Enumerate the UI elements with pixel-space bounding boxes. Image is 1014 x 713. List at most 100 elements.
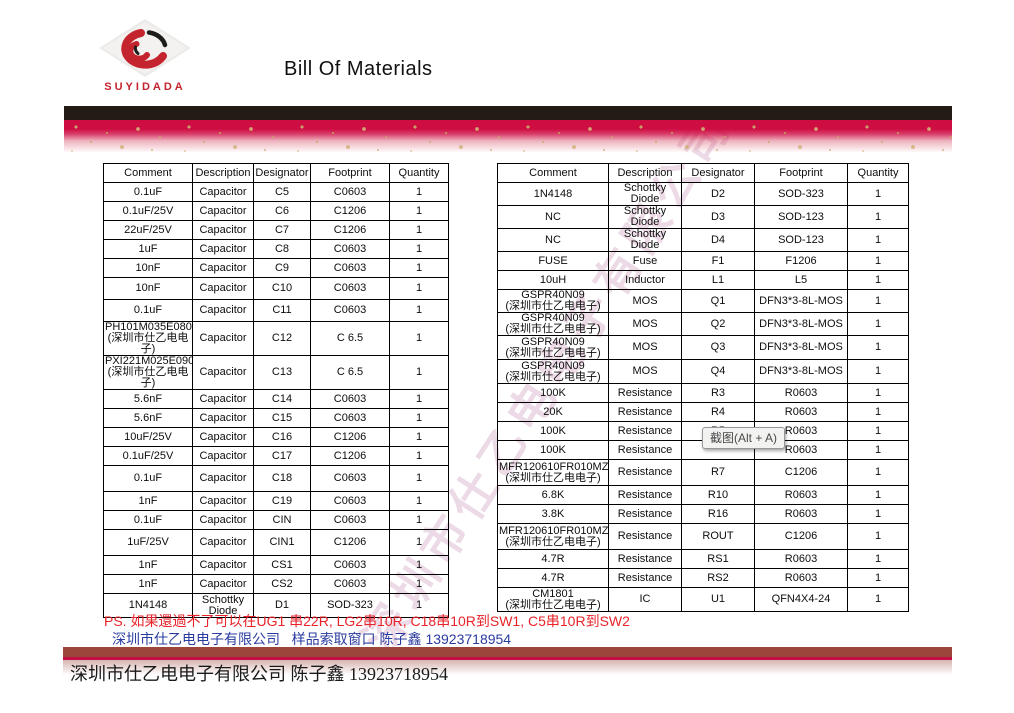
cell-designator: CS1 [253,555,311,575]
cell-designator: D3 [681,205,755,229]
cell-description: Capacitor [192,239,254,259]
table-row: 1nF Capacitor CS1 C0603 1 [103,555,449,575]
band-brown-bar [63,647,952,657]
column-header: Comment [497,163,609,183]
cell-description: MOS [608,335,682,360]
cell-comment: NC [497,205,609,229]
table-row: 10uH Inductor L1 L5 1 [497,270,909,290]
cell-footprint: R0603 [754,383,848,403]
cell-qty: 1 [389,510,449,530]
cell-qty: 1 [847,568,909,588]
cell-footprint: C0603 [310,574,390,594]
cell-footprint: C0603 [310,408,390,428]
cell-description: Capacitor [192,389,254,409]
cell-qty: 1 [847,270,909,290]
cell-comment: PXI221M025E090P (深圳市仕乙电电子) [103,355,193,390]
table-row: 4.7R Resistance RS1 R0603 1 [497,549,909,569]
cell-designator: R3 [681,383,755,403]
cell-footprint: C0603 [310,510,390,530]
cell-comment: 1N4148 [497,182,609,206]
cell-description: MOS [608,289,682,313]
cell-qty: 1 [847,459,909,486]
column-header: Quantity [847,163,909,183]
table-row: FUSE Fuse F1 F1206 1 [497,251,909,271]
table-row: 22uF/25V Capacitor C7 C1206 1 [103,220,449,240]
cell-footprint: C1206 [310,446,390,466]
table-row: PH101M035E080P (深圳市仕乙电电子) Capacitor C12 C 6… [103,321,449,356]
cell-description: Resistance [608,459,682,486]
band-fade [63,660,952,675]
cell-qty: 1 [847,359,909,384]
bottom-decorative-band [63,647,952,675]
cell-designator: C7 [253,220,311,240]
cell-qty: 1 [847,182,909,206]
cell-description: Schottky Diode [608,205,682,229]
column-header: Quantity [389,163,449,183]
cell-description: Capacitor [192,491,254,511]
column-header: Comment [103,163,193,183]
cell-comment: 3.8K [497,504,609,524]
cell-qty: 1 [847,289,909,313]
cell-description: Capacitor [192,408,254,428]
cell-description: Resistance [608,523,682,550]
cell-designator: Q3 [681,335,755,360]
band-crimson-line [63,657,952,660]
table-row: 0.1uF/25V Capacitor C17 C1206 1 [103,446,449,466]
table-row: GSPR40N09 (深圳市仕乙电电子) MOS Q1 DFN3*3-8L-MOS 1 [497,289,909,313]
table-row: 100K Resistance R3 R0603 1 [497,383,909,403]
table-row: 1uF/25V Capacitor CIN1 C1206 1 [103,529,449,556]
cell-footprint: R0603 [754,485,848,505]
cell-qty: 1 [847,549,909,569]
cell-qty: 1 [389,182,449,202]
cell-comment: CM1801 (深圳市仕乙电电子) [497,587,609,612]
cell-description: Capacitor [192,277,254,300]
table-row: 0.1uF/25V Capacitor C6 C1206 1 [103,201,449,221]
cell-comment: GSPR40N09 (深圳市仕乙电电子) [497,289,609,313]
cell-description: Capacitor [192,258,254,278]
left-bom-table: Comment Description Designator Footprint Qua… [103,163,449,618]
band-red-speckle-bar [64,120,952,156]
cell-designator: C17 [253,446,311,466]
cell-footprint: C0603 [310,277,390,300]
table-row: GSPR40N09 (深圳市仕乙电电子) MOS Q2 DFN3*3-8L-MOS 1 [497,312,909,336]
cell-qty: 1 [847,335,909,360]
cell-comment: 1N4148 [103,593,193,618]
cell-designator: C15 [253,408,311,428]
table-row: NC Schottky Diode D4 SOD-123 1 [497,228,909,252]
table-row: 10nF Capacitor C9 C0603 1 [103,258,449,278]
cell-qty: 1 [389,555,449,575]
cell-designator: F1 [681,251,755,271]
table-row: 10uF/25V Capacitor C16 C1206 1 [103,427,449,447]
cell-designator: RS1 [681,549,755,569]
cell-description: Resistance [608,440,682,460]
cell-comment: PH101M035E080P (深圳市仕乙电电子) [103,321,193,356]
cell-designator: C18 [253,465,311,492]
cell-qty: 1 [389,446,449,466]
cell-footprint: C0603 [310,239,390,259]
cell-footprint: C1206 [310,427,390,447]
cell-description: Resistance [608,568,682,588]
cell-description: Capacitor [192,446,254,466]
table-row: 1N4148 Schottky Diode D2 SOD-323 1 [497,182,909,206]
cell-description: Resistance [608,549,682,569]
cell-footprint: C0603 [310,491,390,511]
cell-qty: 1 [847,205,909,229]
cell-description: Resistance [608,383,682,403]
right-bom-table: Comment Description Designator Footprint Qua… [497,163,909,612]
cell-description: Resistance [608,485,682,505]
cell-qty: 1 [389,355,449,390]
cell-qty: 1 [847,402,909,422]
cell-qty: 1 [389,465,449,492]
table-row: PXI221M025E090P (深圳市仕乙电电子) Capacitor C13 C … [103,355,449,390]
cell-description: Resistance [608,402,682,422]
cell-footprint: R0603 [754,504,848,524]
table-row: 1N4148 Schottky Diode D1 SOD-323 1 [103,593,449,618]
cell-comment: 22uF/25V [103,220,193,240]
cell-designator: C9 [253,258,311,278]
cell-description: MOS [608,359,682,384]
cell-footprint: F1206 [754,251,848,271]
cell-footprint: QFN4X4-24 [754,587,848,612]
table-row: 6.8K Resistance R10 R0603 1 [497,485,909,505]
cell-designator: R7 [681,459,755,486]
